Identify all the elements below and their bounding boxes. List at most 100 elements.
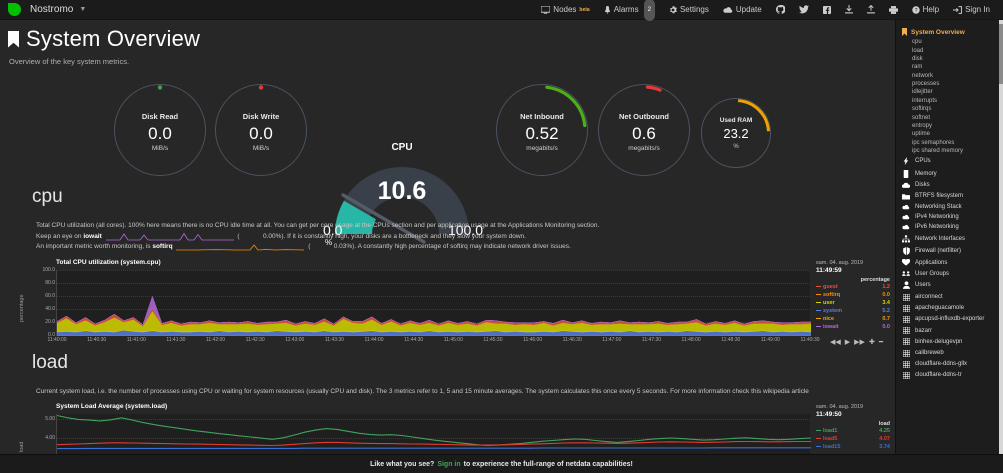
sidebar-item-ipv6-networking[interactable]: IPv6 Networking	[896, 222, 1003, 232]
nav-item-twitter[interactable]	[792, 0, 816, 20]
import-icon	[844, 5, 853, 14]
signin-link[interactable]: Sign in	[437, 460, 461, 468]
legend-row[interactable]: nice 0.7	[816, 315, 890, 323]
sidebar-item-disks[interactable]: Disks	[896, 180, 1003, 191]
top-navigation-bar: Nostromo ▼ Nodes beta Alarms 2 Settings …	[0, 0, 1003, 21]
cpu-desc-line3-pre: An important metric worth monitoring, is	[36, 243, 153, 251]
sidebar-item-memory[interactable]: Memory	[896, 167, 1003, 179]
gauge-cpu[interactable]: CPU 10.6 0.0 % 100.0	[323, 142, 483, 256]
ytick: 4.00	[45, 434, 55, 441]
nav-item-settings[interactable]: Settings	[662, 0, 716, 20]
legend-series-value: 3.74	[879, 443, 890, 450]
sidebar-item-ipv4-networking[interactable]: IPv4 Networking	[896, 212, 1003, 222]
signin-banner[interactable]: Like what you see? Sign in to experience…	[0, 454, 1003, 473]
rewind-icon[interactable]: ◀◀	[830, 338, 841, 346]
gauge-net-inbound[interactable]: Net Inbound 0.52 megabits/s	[496, 84, 588, 176]
legend-series-value: 4.25	[879, 427, 890, 434]
nav-item-export[interactable]	[860, 0, 882, 20]
sidebar-item-bazarr[interactable]: bazarr	[896, 325, 1003, 336]
sidebar-item-firewall-netfilter-[interactable]: Firewall (netfilter)	[896, 245, 1003, 257]
sidebar-subitem-network[interactable]: network	[912, 72, 934, 79]
nav-item-github[interactable]	[769, 0, 792, 20]
sidebar-item-apcupsd-influxdb-exporter[interactable]: apcupsd-influxdb-exporter	[896, 314, 1003, 325]
legend-row[interactable]: load5 4.07	[816, 435, 890, 443]
nav-item-update[interactable]: Update	[716, 0, 769, 20]
chart-controls[interactable]: ◀◀ ▶ ▶▶ ✚ ━ ⊜	[830, 338, 901, 346]
chart-system-cpu[interactable]: Total CPU utilization (system.cpu) perce…	[19, 259, 901, 350]
nav-item-help[interactable]: ? Help	[905, 0, 946, 20]
sidebar-subitem-interrupts[interactable]: interrupts	[912, 97, 938, 104]
legend-row[interactable]: guest 1.2	[816, 283, 890, 291]
sidebar-subitem-ram[interactable]: ram	[912, 64, 923, 71]
sidebar-subitem-softirqs[interactable]: softirqs	[912, 106, 932, 113]
sidebar-subitem-cpu[interactable]: cpu	[912, 39, 922, 46]
xtick: 11:40:00	[47, 336, 67, 343]
sidebar-subitem-load[interactable]: load	[912, 47, 924, 54]
nav-item-alarms[interactable]: Alarms 2	[597, 0, 662, 21]
legend-series-name: load1	[816, 427, 837, 435]
sidebar-item-binhex-delugevpn[interactable]: binhex-delugevpn	[896, 336, 1003, 347]
zoom-in-icon[interactable]: ✚	[868, 338, 875, 346]
chart-system-load[interactable]: System Load Average (system.load) load 5…	[19, 403, 890, 473]
sidebar-item-btrfs-filesystem[interactable]: BTRFS filesystem	[896, 191, 1003, 202]
sidebar-item-label: CPUs	[915, 158, 931, 165]
nav-label-nodes: Nodes	[553, 4, 577, 14]
forward-icon[interactable]: ▶▶	[854, 338, 865, 346]
sidebar-item-airconnect[interactable]: airconnect	[896, 292, 1003, 303]
sidebar-subitem-uptime[interactable]: uptime	[912, 131, 931, 138]
legend-row[interactable]: load1 4.25	[816, 427, 890, 435]
play-icon[interactable]: ▶	[844, 338, 851, 346]
nav-item-nodes[interactable]: Nodes beta	[534, 0, 596, 20]
sidebar-item-networking-stack[interactable]: Networking Stack	[896, 202, 1003, 212]
sidebar-item-users[interactable]: Users	[896, 279, 1003, 291]
chevron-down-icon[interactable]: ▼	[79, 6, 87, 13]
sidebar-subitem-softnet[interactable]: softnet	[912, 114, 931, 121]
sidebar-item-apacheguacamole[interactable]: apacheguacamole	[896, 303, 1003, 314]
sidebar-item-network-interfaces[interactable]: Network Interfaces	[896, 233, 1003, 245]
hostname-label: Nostromo	[30, 4, 74, 15]
print-icon	[888, 5, 898, 14]
legend-row[interactable]: softirq 0.0	[816, 291, 890, 299]
sidebar-subitem-processes[interactable]: processes	[912, 81, 940, 88]
gauge-label: Disk Read	[141, 112, 179, 121]
sidebar-subitem-disk[interactable]: disk	[912, 55, 923, 62]
nav-item-facebook[interactable]	[816, 0, 838, 20]
sidebar-subitem-idlejitter[interactable]: idlejitter	[912, 89, 933, 96]
gauge-ring	[114, 84, 206, 176]
sidebar-item-label: Memory	[915, 170, 937, 177]
sidebar-scrollbar[interactable]	[999, 20, 1003, 466]
sidebar-item-cpus[interactable]: CPUs	[896, 155, 1003, 167]
sidebar-item-cloudflare-ddns-tr[interactable]: cloudflare-ddns-tr	[896, 370, 1003, 381]
gauge-net-outbound[interactable]: Net Outbound 0.6 megabits/s	[598, 84, 690, 176]
nav-item-import[interactable]	[838, 0, 860, 20]
sidebar-subitem-entropy[interactable]: entropy	[912, 122, 933, 129]
nav-item-signin[interactable]: Sign In	[946, 0, 997, 20]
gauge-disk-read[interactable]: Disk Read 0.0 MiB/s	[114, 84, 206, 176]
sidebar-subitem-ipc-shared-memory[interactable]: ipc shared memory	[912, 148, 964, 155]
chart-plot-area[interactable]: 5.00 4.00 3.00	[45, 413, 811, 462]
sidebar-item-user-groups[interactable]: User Groups	[896, 268, 1003, 279]
sidebar-item-calibreweb[interactable]: calibreweb	[896, 347, 1003, 358]
gauge-used-ram[interactable]: Used RAM 23.2 %	[701, 98, 771, 168]
sidebar-subitem-ipc-semaphores[interactable]: ipc semaphores	[912, 139, 955, 146]
scrollbar-thumb[interactable]	[999, 24, 1003, 84]
banner-post-text: to experience the full-range of netdata …	[463, 460, 633, 468]
legend-row[interactable]: system 5.2	[816, 307, 890, 315]
xtick: 11:42:00	[205, 336, 226, 343]
gauge-disk-write[interactable]: Disk Write 0.0 MiB/s	[215, 84, 307, 176]
sidebar-item-cloudflare-ddns-gllx[interactable]: cloudflare-ddns-gllx	[896, 359, 1003, 370]
chart-plot-area[interactable]: 0.0 20.0 40.0 60.0 80.0 100.0 11:40:00 11…	[42, 267, 819, 343]
legend-row[interactable]: load15 3.74	[816, 443, 890, 451]
brand[interactable]: Nostromo ▼	[0, 3, 86, 16]
sidebar-item-system-overview[interactable]: System Overview	[896, 26, 1003, 38]
sidebar-item-label: Applications	[915, 259, 948, 266]
legend-row[interactable]: iowait 0.0	[816, 323, 890, 331]
container-icon	[902, 371, 910, 379]
sidebar-item-applications[interactable]: Applications	[896, 257, 1003, 268]
legend-row[interactable]: user 3.4	[816, 299, 890, 307]
zoom-out-icon[interactable]: ━	[878, 338, 884, 346]
right-sidebar[interactable]: System Overview cpu load disk ram network pro…	[895, 20, 1003, 466]
nav-item-print[interactable]	[882, 0, 905, 20]
legend-time: 11:49:59	[816, 266, 842, 274]
gauge-label: Disk Write	[242, 112, 280, 121]
